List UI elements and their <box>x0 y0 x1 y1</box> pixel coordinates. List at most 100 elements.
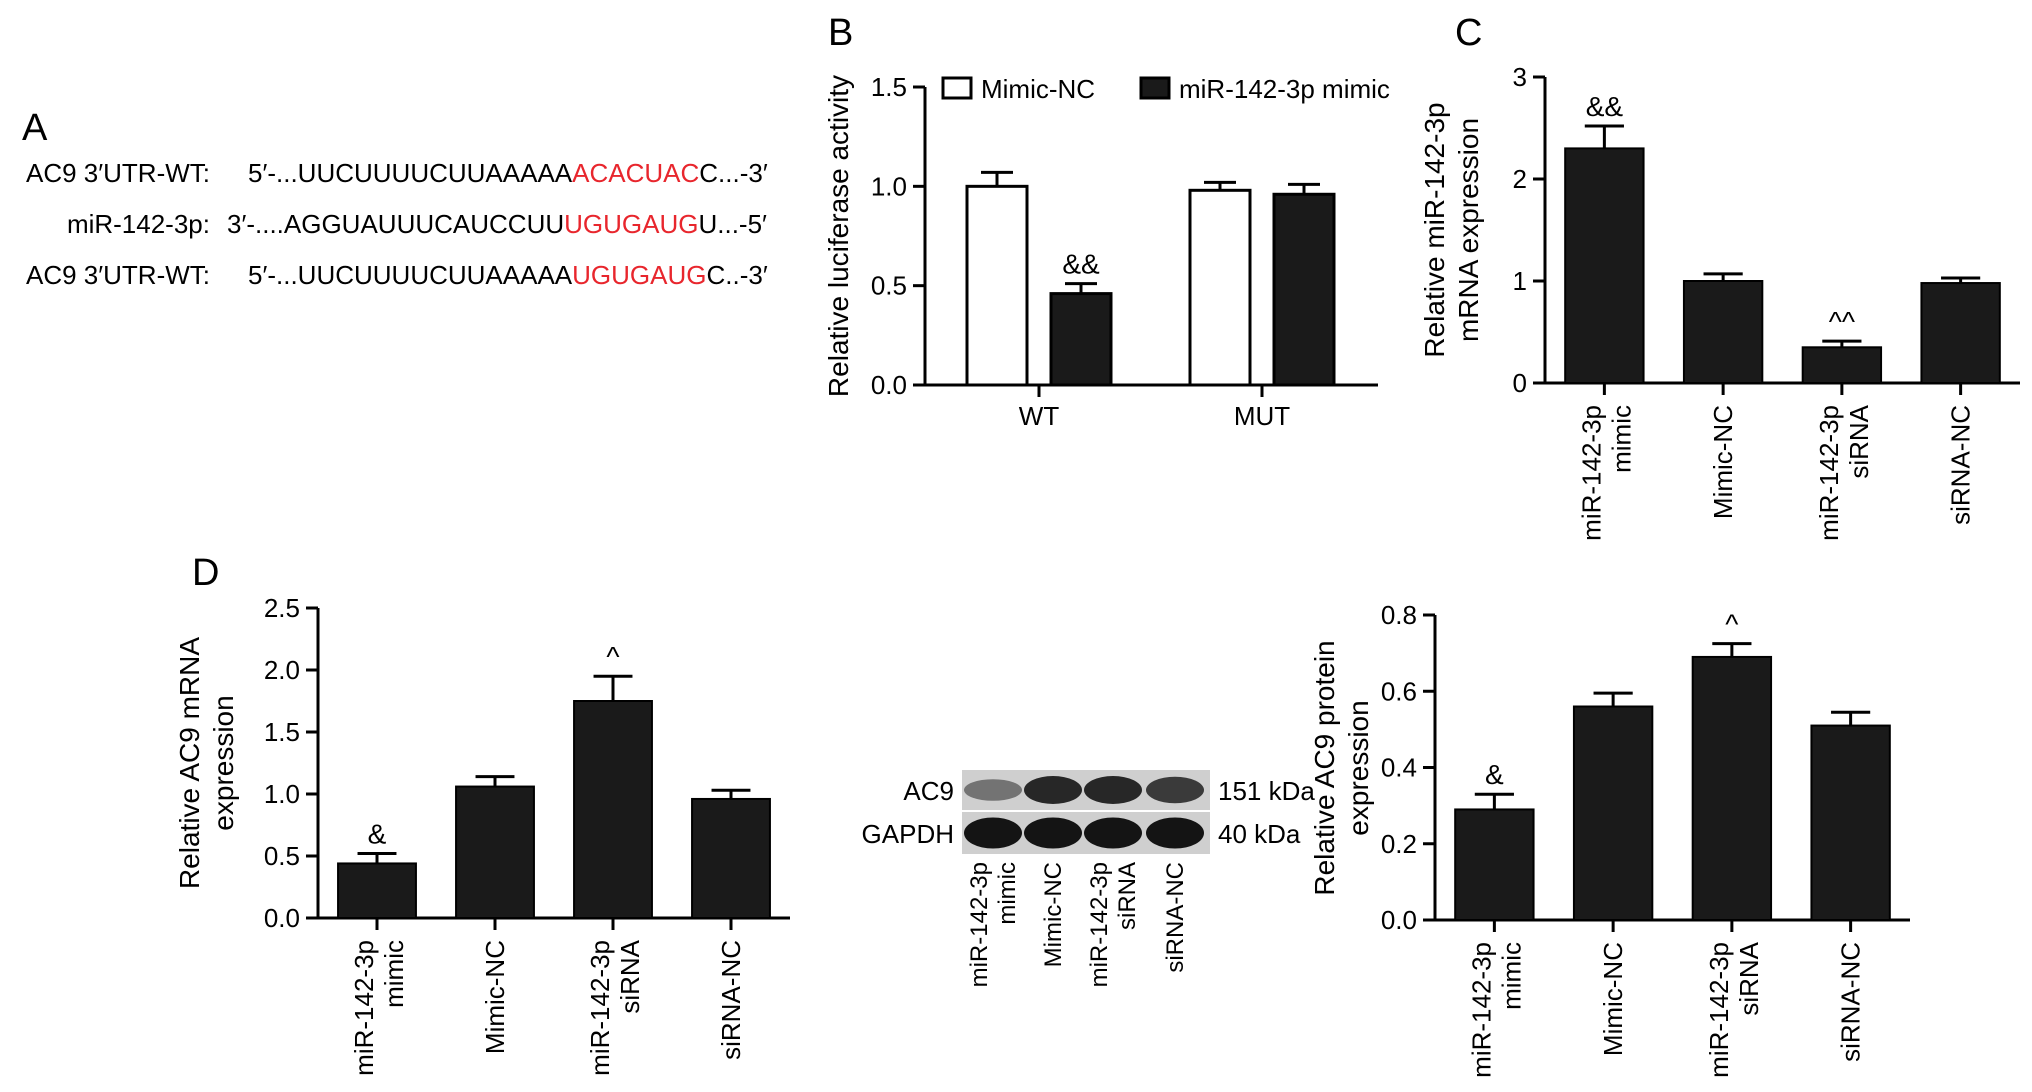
y-tick-label: 1.5 <box>264 717 300 747</box>
seq-row-2-highlight: UGUGAUG <box>564 209 698 239</box>
seq-row-2-prefix: 3′-....AGGUAUUUCAUCCUU <box>227 209 564 239</box>
bar <box>1272 192 1336 387</box>
bar <box>573 700 653 919</box>
blot-band <box>964 779 1022 801</box>
bar <box>1810 724 1891 921</box>
bar <box>1049 292 1113 387</box>
seq-row-1-highlight: ACACUAC <box>572 158 699 188</box>
x-tick-label: siRNA-NC <box>1946 405 1976 525</box>
x-tick-label: miR-142-3psiRNA <box>585 939 645 1075</box>
bar <box>1920 282 2001 385</box>
seq-row-label-2: miR-142-3p: <box>67 209 210 239</box>
bar <box>337 862 417 920</box>
legend-label: miR-142-3p mimic <box>1179 74 1390 104</box>
seq-row-label-3: AC9 3′UTR-WT: <box>26 260 210 290</box>
y-tick-label: 0.4 <box>1381 753 1417 783</box>
significance-label: ^^ <box>1829 306 1855 337</box>
bar <box>1682 280 1764 384</box>
y-tick-label: 0 <box>1513 368 1527 398</box>
x-tick-label: Mimic-NC <box>480 940 510 1054</box>
y-tick-label: 0.5 <box>264 841 300 871</box>
seq-row-3-suffix: C..-3′ <box>706 260 767 290</box>
y-tick-label: 2 <box>1513 164 1527 194</box>
blot-band <box>1024 817 1082 849</box>
bar <box>455 785 535 919</box>
x-tick-label: MUT <box>1234 401 1290 431</box>
y-tick-label: 0.0 <box>871 370 907 400</box>
bar <box>1572 705 1654 921</box>
seq-row-2-suffix: U...-5′ <box>698 209 767 239</box>
blot-band <box>1084 776 1142 804</box>
seq-row-3: 5′-...UUCUUUUCUUAAAAAUGUGAUGC..-3′ <box>248 260 768 290</box>
panel-letter-c: C <box>1455 12 1482 54</box>
seq-row-3-highlight: UGUGAUG <box>572 260 706 290</box>
blot-size-label: 151 kDa <box>1218 776 1315 806</box>
blot-lane-label: miR-142-3pmimic <box>966 862 1021 987</box>
significance-label: ^ <box>1725 609 1738 640</box>
blot-band <box>964 817 1022 849</box>
mir-expression-chart: 0 1 2 3 Relative miR-142-3p mRNA expression &&… <box>1419 62 2020 541</box>
bar <box>1564 147 1645 384</box>
western-blot: AC9 151 kDa GAPDH 40 kDa miR-142-3pmimic Mimi… <box>862 770 1315 987</box>
significance-label: & <box>1485 759 1504 790</box>
blot-band-label: GAPDH <box>862 819 954 849</box>
y-axis-label: Relative luciferase activity <box>823 75 854 397</box>
y-axis-label: Relative miR-142-3p mRNA expression <box>1419 102 1484 357</box>
y-tick-label: 0.2 <box>1381 829 1417 859</box>
seq-row-label-1: AC9 3′UTR-WT: <box>26 158 210 188</box>
y-tick-label: 0.0 <box>1381 905 1417 935</box>
blot-band <box>1146 817 1204 849</box>
ac9-mrna-chart: 0.0 0.5 1.0 1.5 2.0 2.5 Relative AC9 mRNA expre… <box>174 593 790 1076</box>
x-tick-label: miR-142-3pmimic <box>349 940 409 1076</box>
x-tick-label: siRNA-NC <box>716 940 746 1060</box>
significance-label: & <box>368 819 387 850</box>
x-tick-label: miR-142-3psiRNA <box>1814 404 1874 540</box>
blot-band <box>1084 817 1142 849</box>
x-tick-label: miR-142-3pmimic <box>1466 942 1526 1078</box>
x-tick-label: Mimic-NC <box>1598 942 1628 1056</box>
y-tick-label: 1.5 <box>871 72 907 102</box>
y-tick-label: 1 <box>1513 266 1527 296</box>
y-tick-label: 0.0 <box>264 903 300 933</box>
blot-lane-label: Mimic-NC <box>1040 862 1067 967</box>
bar <box>1454 808 1535 921</box>
blot-band <box>1024 776 1082 804</box>
bar <box>965 184 1029 387</box>
y-tick-label: 0.5 <box>871 271 907 301</box>
seq-row-1: 5′-...UUCUUUUCUUAAAAAACACUACC...-3′ <box>248 158 768 188</box>
y-axis-label: Relative AC9 mRNA expression <box>174 637 239 889</box>
significance-label: ^ <box>606 641 619 672</box>
bar <box>1188 188 1252 387</box>
seq-row-2: 3′-....AGGUAUUUCAUCCUUUGUGAUGU...-5′ <box>227 209 767 239</box>
panel-letter-a: A <box>22 107 48 149</box>
sequence-alignment: AC9 3′UTR-WT: 5′-...UUCUUUUCUUAAAAAACACU… <box>26 158 768 290</box>
y-tick-label: 2.5 <box>264 593 300 623</box>
blot-band-label: AC9 <box>903 776 954 806</box>
bar <box>1691 655 1773 921</box>
seq-row-3-prefix: 5′-...UUCUUUUCUUAAAAA <box>248 260 573 290</box>
blot-lane-label: miR-142-3psiRNA <box>1086 862 1141 987</box>
y-tick-label: 2.0 <box>264 655 300 685</box>
legend-swatch <box>941 76 973 100</box>
y-axis-label: Relative AC9 protein expression <box>1309 640 1374 895</box>
blot-lane-label: siRNA-NC <box>1162 862 1189 973</box>
y-tick-label: 0.8 <box>1381 600 1417 630</box>
x-tick-label: miR-142-3psiRNA <box>1704 941 1764 1077</box>
seq-row-1-prefix: 5′-...UUCUUUUCUUAAAAA <box>248 158 573 188</box>
legend-label: Mimic-NC <box>981 74 1095 104</box>
y-tick-label: 1.0 <box>871 171 907 201</box>
x-tick-label: Mimic-NC <box>1708 405 1738 519</box>
luciferase-chart: 0.0 0.5 1.0 1.5 Relative luciferase activity… <box>823 72 1390 431</box>
blot-size-label: 40 kDa <box>1218 819 1301 849</box>
legend-swatch <box>1139 76 1171 100</box>
blot-band <box>1146 776 1204 804</box>
panel-letter-b: B <box>828 12 853 54</box>
bar <box>1801 346 1883 384</box>
seq-row-1-suffix: C...-3′ <box>699 158 768 188</box>
x-tick-label: miR-142-3pmimic <box>1576 405 1636 541</box>
y-tick-label: 0.6 <box>1381 676 1417 706</box>
bar <box>691 797 771 920</box>
x-tick-label: siRNA-NC <box>1836 942 1866 1062</box>
